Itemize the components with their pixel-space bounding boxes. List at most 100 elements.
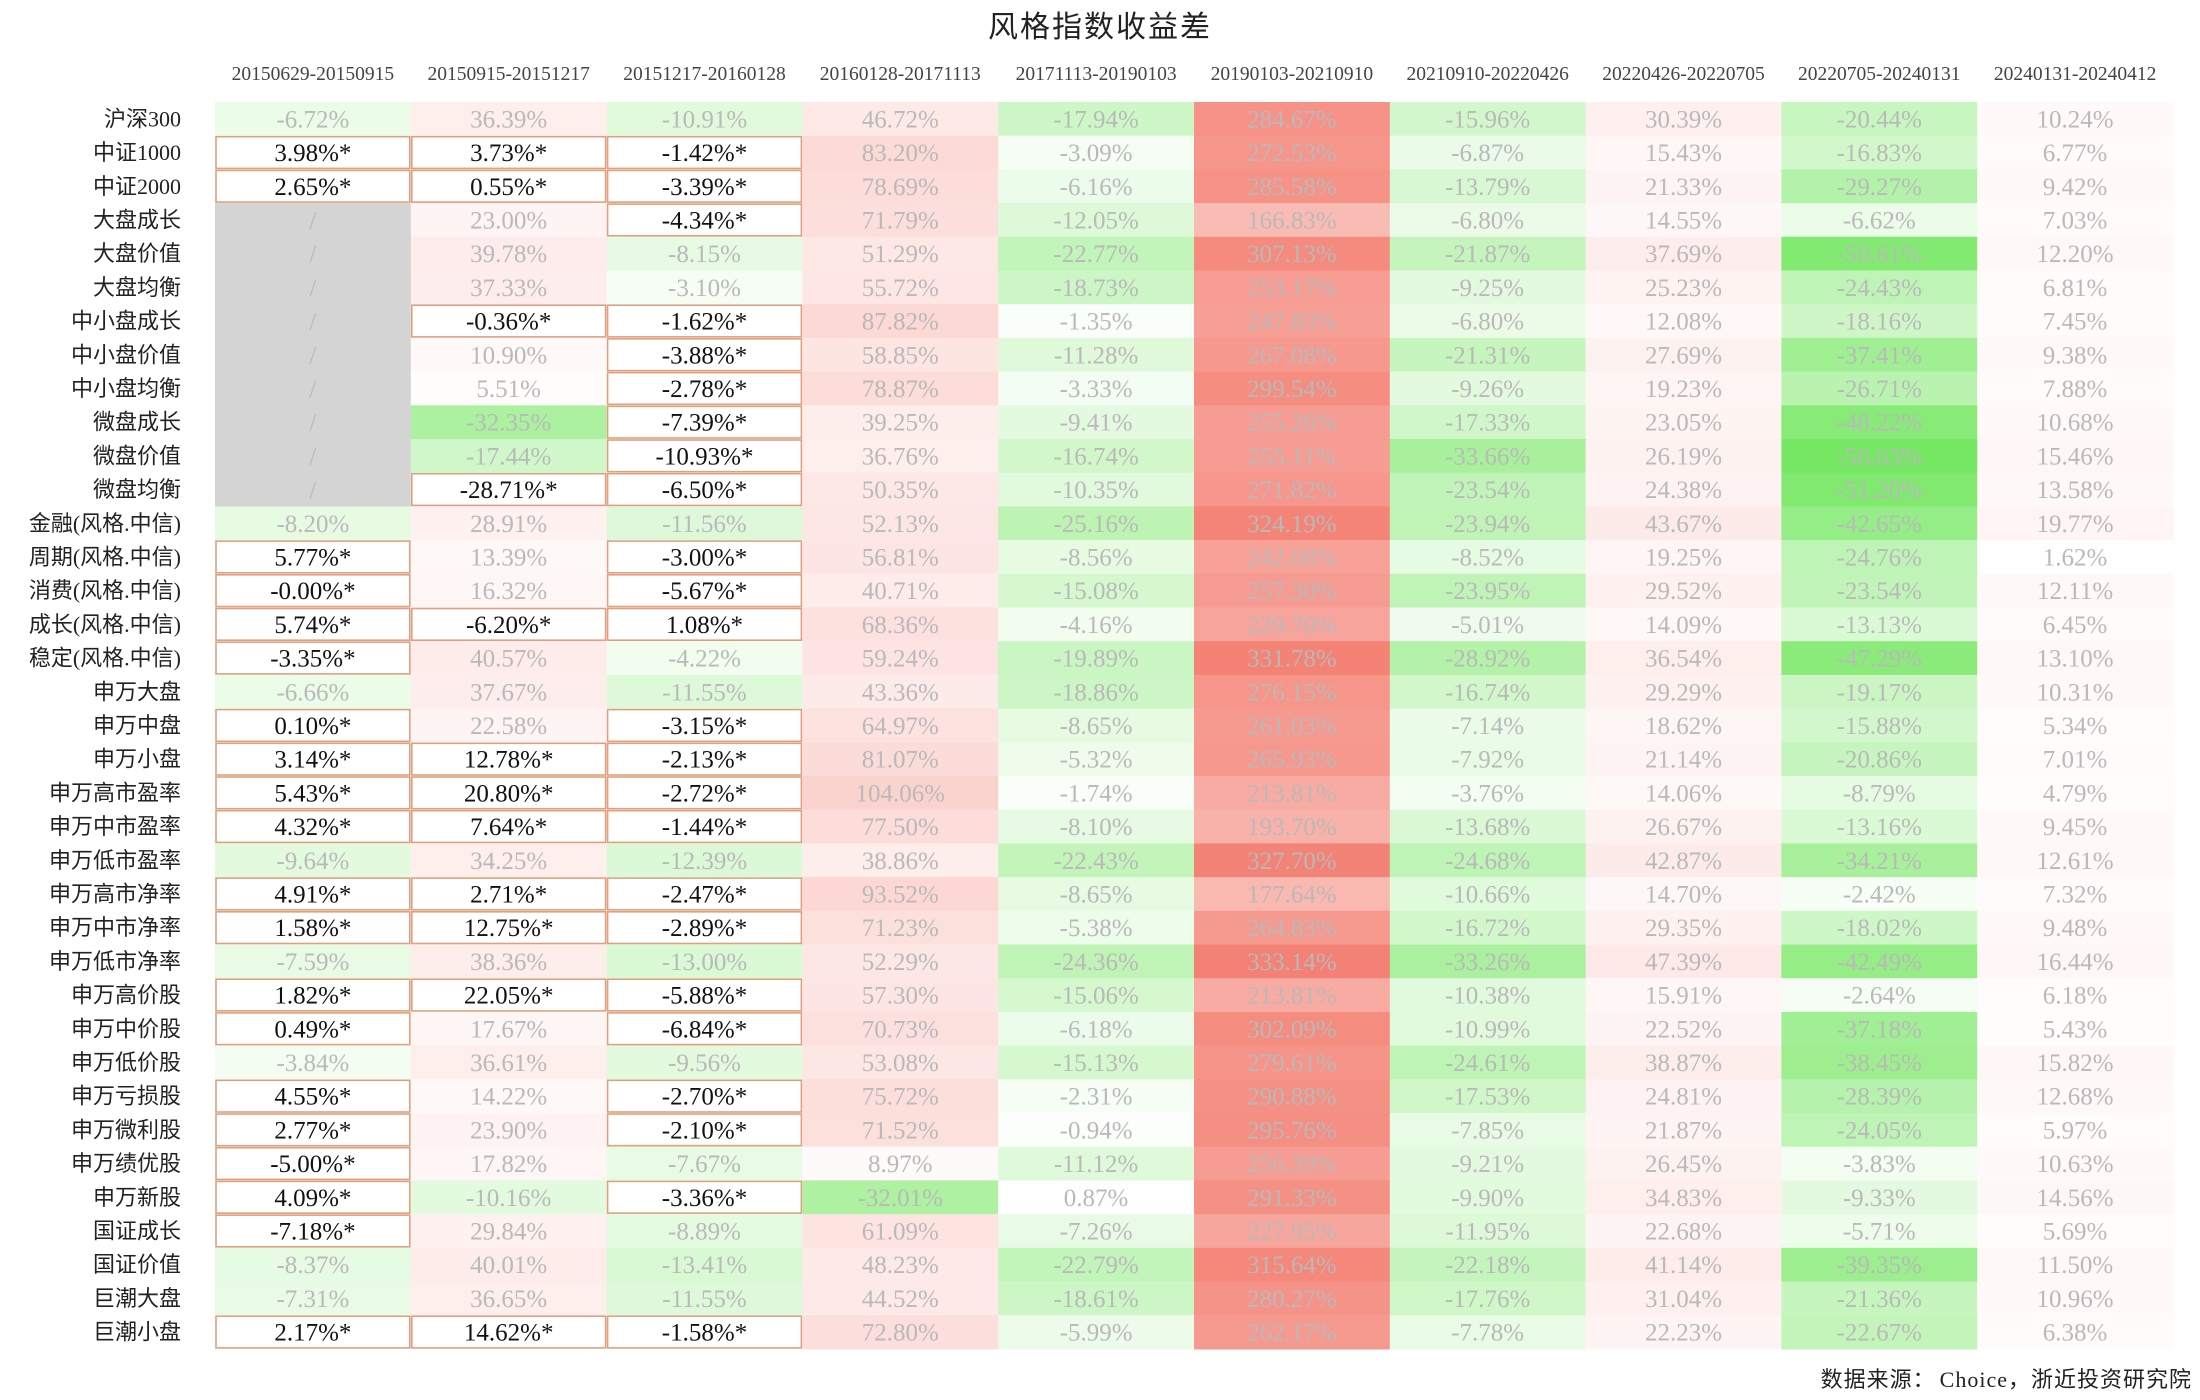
cell-value-label: -5.38%	[1060, 915, 1133, 942]
cell-value-label: -17.94%	[1053, 106, 1138, 133]
cell-value-label: -6.50%*	[662, 477, 747, 504]
cell-value-label: -18.73%	[1053, 275, 1138, 302]
cell-value-label: -8.65%	[1060, 881, 1133, 908]
heatmap-cell	[802, 641, 999, 676]
significance-box	[410, 776, 607, 810]
cell-value-label: -28.39%	[1837, 1084, 1922, 1111]
cell-value-label: 10.31%	[2037, 679, 2114, 706]
significance-box	[410, 978, 607, 1012]
heatmap-cell	[1389, 236, 1587, 272]
cell-value-label: 9.38%	[2043, 342, 2108, 369]
heatmap-cell	[1194, 1180, 1391, 1215]
cell-value-label: /	[309, 241, 316, 268]
heatmap-cell	[410, 1146, 608, 1181]
heatmap-cell	[1389, 439, 1587, 474]
cell-value-label: 1.62%	[2043, 544, 2108, 571]
heatmap-cell	[802, 1247, 999, 1283]
cell-value-label: 5.51%	[476, 376, 541, 403]
heatmap-cell	[1389, 742, 1587, 777]
cell-value-label: -6.87%	[1451, 140, 1524, 167]
heatmap-cell	[606, 439, 803, 474]
cell-value-label: 22.68%	[1645, 1218, 1722, 1245]
cell-value-label: -10.16%	[466, 1185, 551, 1212]
heatmap-cell	[1585, 944, 1782, 979]
heatmap-cell	[1977, 607, 2174, 642]
significance-box	[215, 1214, 411, 1248]
cell-value-label: 290.88%	[1247, 1084, 1337, 1111]
heatmap-cell	[410, 102, 608, 137]
heatmap-cell	[1977, 910, 2174, 946]
heatmap-cell	[1781, 1113, 1978, 1148]
significance-box	[410, 877, 607, 911]
heatmap-cell	[1194, 1315, 1391, 1350]
heatmap-cell	[998, 405, 1195, 440]
significance-box	[606, 573, 803, 608]
heatmap-cell	[410, 1079, 608, 1114]
heatmap-cell	[606, 270, 803, 305]
cell-value-label: 279.61%	[1247, 1050, 1337, 1077]
cell-value-label: -6.80%	[1451, 309, 1524, 336]
cell-value-label: -17.33%	[1445, 410, 1530, 437]
heatmap-cell	[410, 304, 608, 339]
heatmap-cell	[215, 371, 412, 406]
cell-value-label: 83.20%	[862, 140, 939, 167]
heatmap-cell	[1194, 674, 1391, 710]
heatmap-cell	[1389, 607, 1587, 642]
significance-box	[215, 809, 411, 844]
heatmap-cell	[1977, 1315, 2174, 1350]
heatmap-cell	[802, 910, 999, 946]
heatmap-cell	[998, 708, 1195, 743]
heatmap-cell	[1781, 944, 1978, 979]
heatmap-cell	[1389, 1247, 1587, 1283]
cell-value-label: 10.90%	[470, 342, 547, 369]
heatmap-cell	[1389, 304, 1587, 339]
cell-value-label: 20.80%*	[464, 780, 554, 807]
heatmap-cell	[606, 742, 803, 777]
cell-value-label: 68.36%	[862, 612, 939, 639]
cell-value-label: -22.43%	[1053, 848, 1138, 875]
cell-value-label: 22.23%	[1645, 1320, 1722, 1347]
significance-box	[215, 742, 411, 776]
heatmap-cell	[1977, 1247, 2174, 1283]
cell-value-label: -24.68%	[1445, 848, 1530, 875]
cell-value-label: -12.39%	[662, 848, 747, 875]
heatmap-cell	[410, 1180, 608, 1215]
heatmap-cell	[215, 1079, 412, 1114]
cell-value-label: -9.64%	[276, 848, 349, 875]
heatmap-cell	[1389, 573, 1587, 609]
cell-value-label: -37.41%	[1837, 342, 1922, 369]
cell-value-label: -1.42%*	[662, 140, 747, 167]
cell-value-label: 51.29%	[862, 241, 939, 268]
cell-value-label: -19.17%	[1837, 679, 1922, 706]
heatmap-cell	[1389, 1214, 1587, 1249]
column-header: 20240131-20240412	[1994, 64, 2157, 85]
significance-box	[215, 641, 411, 675]
heatmap-cell	[998, 1011, 1195, 1047]
cell-value-label: -42.65%	[1837, 511, 1922, 538]
cell-value-label: -8.10%	[1060, 814, 1133, 841]
significance-box	[606, 371, 803, 406]
cell-value-label: 22.05%*	[464, 983, 554, 1010]
cell-value-label: 0.55%*	[470, 174, 547, 201]
heatmap-cell	[1977, 573, 2174, 609]
cell-value-label: 213.81%	[1247, 983, 1337, 1010]
cell-value-label: 4.09%*	[274, 1185, 351, 1212]
cell-value-label: /	[309, 275, 316, 302]
heatmap-cell	[606, 337, 803, 373]
heatmap-cell	[410, 439, 608, 474]
cell-value-label: -10.99%	[1445, 1016, 1530, 1043]
heatmap-cell	[1977, 439, 2174, 474]
heatmap-cell	[606, 1180, 803, 1215]
cell-value-label: -10.91%	[662, 106, 747, 133]
heatmap-cell	[1585, 1113, 1782, 1148]
column-header: 20150915-20151217	[427, 64, 590, 85]
heatmap-cell	[410, 472, 608, 507]
cell-value-label: -22.79%	[1053, 1252, 1138, 1279]
cell-value-label: 14.70%	[1645, 881, 1722, 908]
cell-value-label: -9.90%	[1451, 1185, 1524, 1212]
heatmap-cell	[215, 674, 412, 710]
cell-value-label: 284.67%	[1247, 106, 1337, 133]
row-label: 消费(风格.中信)	[29, 578, 181, 603]
cell-value-label: 13.10%	[2037, 646, 2114, 673]
